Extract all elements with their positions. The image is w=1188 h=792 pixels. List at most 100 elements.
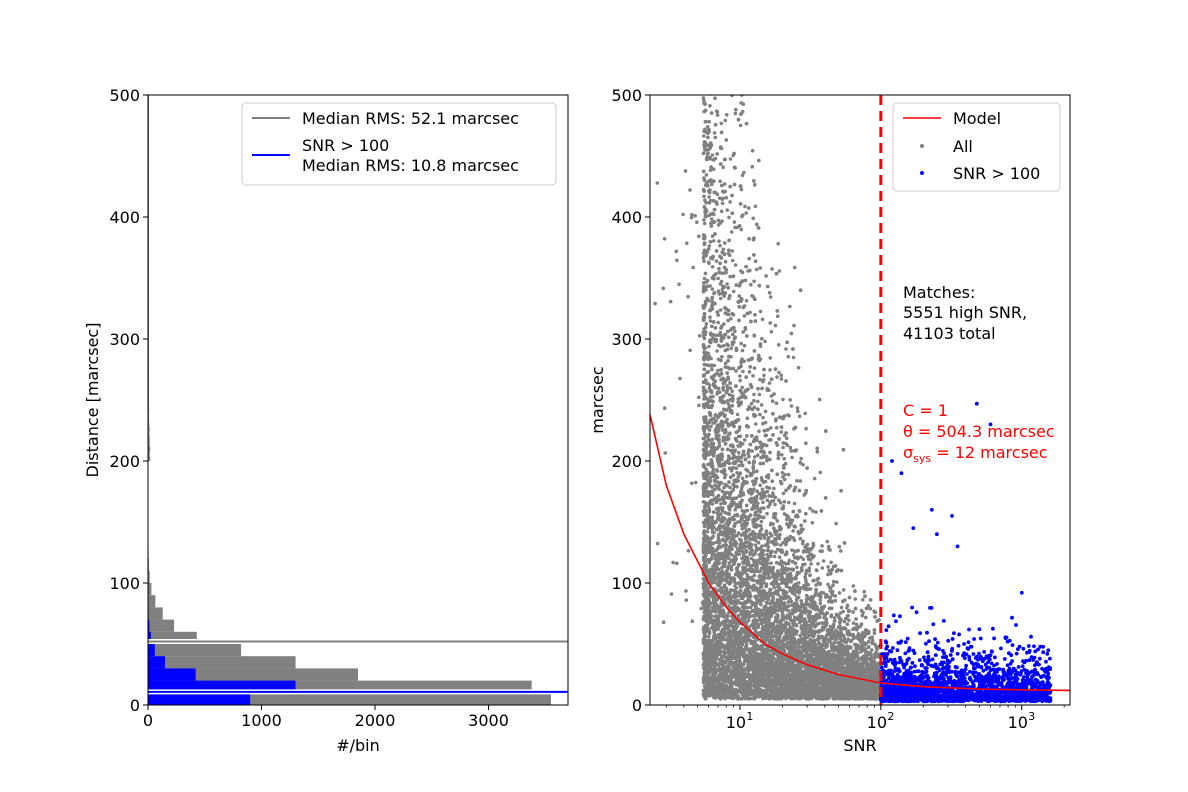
y-tick-label: 300 bbox=[109, 330, 140, 349]
scatter-point-all bbox=[763, 339, 767, 344]
x-tick-label: 3000 bbox=[468, 711, 509, 730]
scatter-point-all bbox=[842, 619, 847, 624]
scatter-point-all bbox=[774, 401, 779, 406]
scatter-point-all bbox=[711, 167, 716, 171]
hist-bar-high-snr bbox=[148, 631, 151, 644]
scatter-point-all bbox=[828, 624, 833, 629]
scatter-point-all bbox=[786, 567, 791, 571]
legend-median-snr-label-2: Median RMS: 10.8 marcsec bbox=[302, 156, 519, 175]
scatter-point-all bbox=[710, 367, 714, 372]
scatter-point-all bbox=[811, 509, 815, 513]
scatter-point-all bbox=[818, 549, 823, 553]
scatter-point-all bbox=[703, 90, 707, 94]
scatter-point-all bbox=[736, 613, 740, 618]
scatter-point-all bbox=[708, 536, 713, 541]
scatter-point-all bbox=[711, 158, 716, 162]
scatter-point-all bbox=[719, 367, 723, 372]
hist-bar-all-tail bbox=[148, 417, 150, 422]
scatter-point-all bbox=[801, 557, 806, 562]
scatter-point-all bbox=[779, 430, 784, 434]
scatter-point-all bbox=[873, 642, 877, 647]
scatter-point-all bbox=[717, 266, 721, 271]
scatter-point-all bbox=[779, 373, 784, 378]
hist-bar-all-tail bbox=[148, 407, 150, 413]
x-tick-label: 1000 bbox=[241, 711, 282, 730]
scatter-point-all bbox=[804, 578, 808, 582]
scatter-point-all bbox=[707, 386, 712, 391]
x-tick-label: 2000 bbox=[355, 711, 396, 730]
scatter-point-all bbox=[773, 502, 777, 507]
scatter-point-all bbox=[825, 539, 830, 544]
scatter-point-all bbox=[742, 170, 746, 175]
scatter-point-all bbox=[777, 498, 781, 503]
scatter-point-all bbox=[739, 187, 744, 192]
scatter-point-all bbox=[718, 243, 722, 248]
scatter-point-all bbox=[818, 601, 823, 606]
scatter-point-all bbox=[725, 282, 729, 286]
scatter-point-all bbox=[701, 289, 706, 294]
hist-bar-all bbox=[148, 595, 156, 608]
scatter-point-all bbox=[740, 385, 744, 390]
scatter-point-all bbox=[720, 90, 724, 94]
scatter-point-all bbox=[866, 604, 871, 608]
scatter-point-all bbox=[756, 540, 761, 545]
scatter-point-all bbox=[707, 119, 711, 124]
scatter-point-all bbox=[734, 496, 739, 500]
scatter-point-all bbox=[719, 209, 724, 214]
scatter-point-all bbox=[708, 383, 712, 387]
scatter-point-all bbox=[747, 206, 751, 210]
scatter-point-all bbox=[716, 276, 720, 281]
scatter-point-all bbox=[727, 517, 732, 521]
scatter-point-all bbox=[803, 411, 807, 416]
scatter-point-all bbox=[710, 518, 714, 523]
scatter-point-all bbox=[788, 398, 792, 402]
scatter-point-all bbox=[718, 308, 723, 312]
scatter-plot-area bbox=[650, 76, 1070, 705]
scatter-point-all bbox=[710, 287, 715, 291]
scatter-point-all bbox=[723, 413, 727, 418]
scatter-point-all bbox=[769, 81, 773, 85]
scatter-point-all bbox=[707, 244, 712, 248]
scatter-point-all bbox=[779, 377, 784, 381]
hist-bar-all-tail bbox=[148, 426, 150, 432]
scatter-point-all bbox=[705, 152, 710, 156]
scatter-point-all bbox=[789, 404, 794, 408]
scatter-point-all bbox=[720, 489, 725, 494]
hist-bar-all bbox=[148, 607, 163, 620]
scatter-point-all bbox=[734, 107, 738, 112]
scatter-point-all bbox=[784, 347, 788, 351]
scatter-point-all bbox=[703, 76, 707, 80]
scatter-point-all bbox=[861, 597, 865, 602]
scatter-point-all bbox=[714, 333, 719, 338]
histogram-x-ticks: 0 1000 2000 3000 bbox=[143, 705, 509, 730]
scatter-point-all bbox=[831, 583, 835, 587]
scatter-point-all bbox=[723, 482, 728, 487]
scatter-point-all bbox=[799, 523, 803, 528]
scatter-point-all bbox=[736, 400, 740, 405]
scatter-point-all bbox=[707, 635, 711, 639]
scatter-point-all bbox=[726, 375, 730, 380]
scatter-point-all bbox=[733, 263, 738, 267]
scatter-point-all bbox=[837, 591, 842, 595]
scatter-point-all bbox=[723, 442, 728, 446]
scatter-point-all bbox=[772, 585, 776, 590]
histogram-axes-frame bbox=[147, 94, 569, 706]
scatter-point-all bbox=[792, 615, 797, 620]
scatter-point-all bbox=[702, 87, 706, 91]
scatter-point-all bbox=[720, 79, 724, 83]
scatter-point-all bbox=[868, 606, 873, 611]
scatter-point-all bbox=[719, 502, 723, 506]
scatter-point-all bbox=[708, 104, 712, 108]
scatter-point-all bbox=[816, 562, 820, 566]
scatter-point-all bbox=[739, 91, 743, 95]
scatter-point-all bbox=[742, 314, 747, 318]
y-tick-label: 500 bbox=[109, 86, 140, 105]
scatter-point-all bbox=[752, 573, 757, 578]
scatter-point-all bbox=[763, 420, 768, 425]
scatter-point-all bbox=[730, 90, 734, 94]
y-tick-label: 400 bbox=[109, 208, 140, 227]
scatter-point-all bbox=[820, 544, 824, 548]
